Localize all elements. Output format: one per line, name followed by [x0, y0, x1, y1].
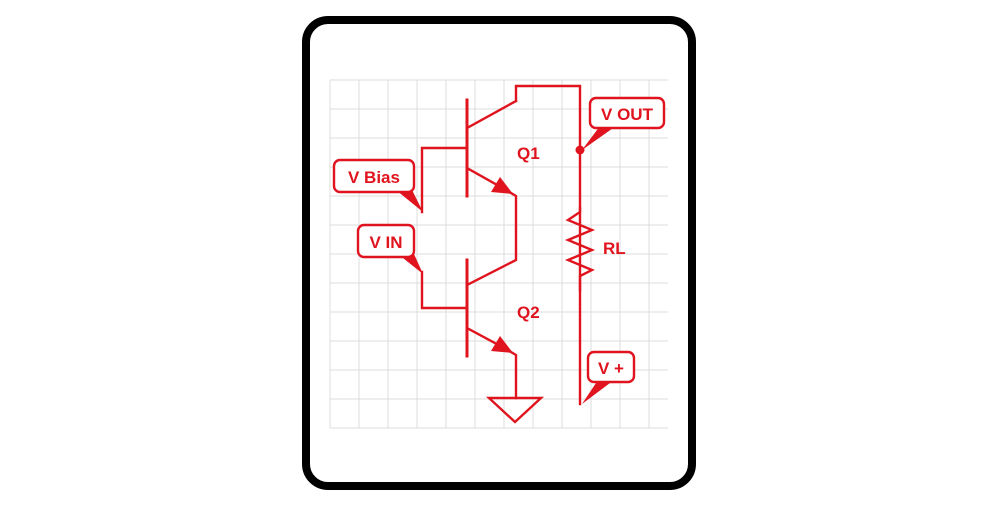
vbias-callout-box	[332, 158, 416, 194]
vbias-callout: V Bias	[332, 158, 423, 212]
vin-wire	[420, 270, 469, 310]
q1-collector-lead	[465, 99, 518, 130]
circuit	[420, 84, 596, 424]
q2-label: Q2	[517, 303, 540, 322]
vout-junction-dot	[575, 145, 585, 155]
vplus-callout-pointer	[582, 380, 614, 404]
vbias-label: V Bias	[348, 168, 400, 187]
q1-emitter-arrow	[491, 177, 513, 194]
vout-label: V OUT	[601, 105, 654, 124]
ground-symbol	[485, 396, 545, 424]
vbias-wire	[420, 146, 469, 214]
vin-callout-pointer	[398, 254, 423, 274]
vout-callout: V OUT	[582, 96, 666, 150]
vin-label: V IN	[369, 233, 402, 252]
vplus-callout-box	[586, 350, 636, 384]
q1-label: Q1	[517, 144, 540, 163]
vplus-callout: V +	[582, 350, 636, 404]
resistor-rl	[564, 206, 596, 406]
vbias-callout-pointer	[396, 190, 423, 212]
rl-label: RL	[603, 239, 626, 258]
q1-collector-wire	[514, 84, 582, 292]
q2-emitter-arrow	[491, 336, 513, 353]
vout-callout-box	[588, 96, 666, 130]
vin-callout-box	[356, 223, 416, 259]
vplus-label: V +	[598, 359, 624, 378]
vin-callout: V IN	[356, 223, 423, 274]
vout-callout-pointer	[582, 126, 616, 150]
